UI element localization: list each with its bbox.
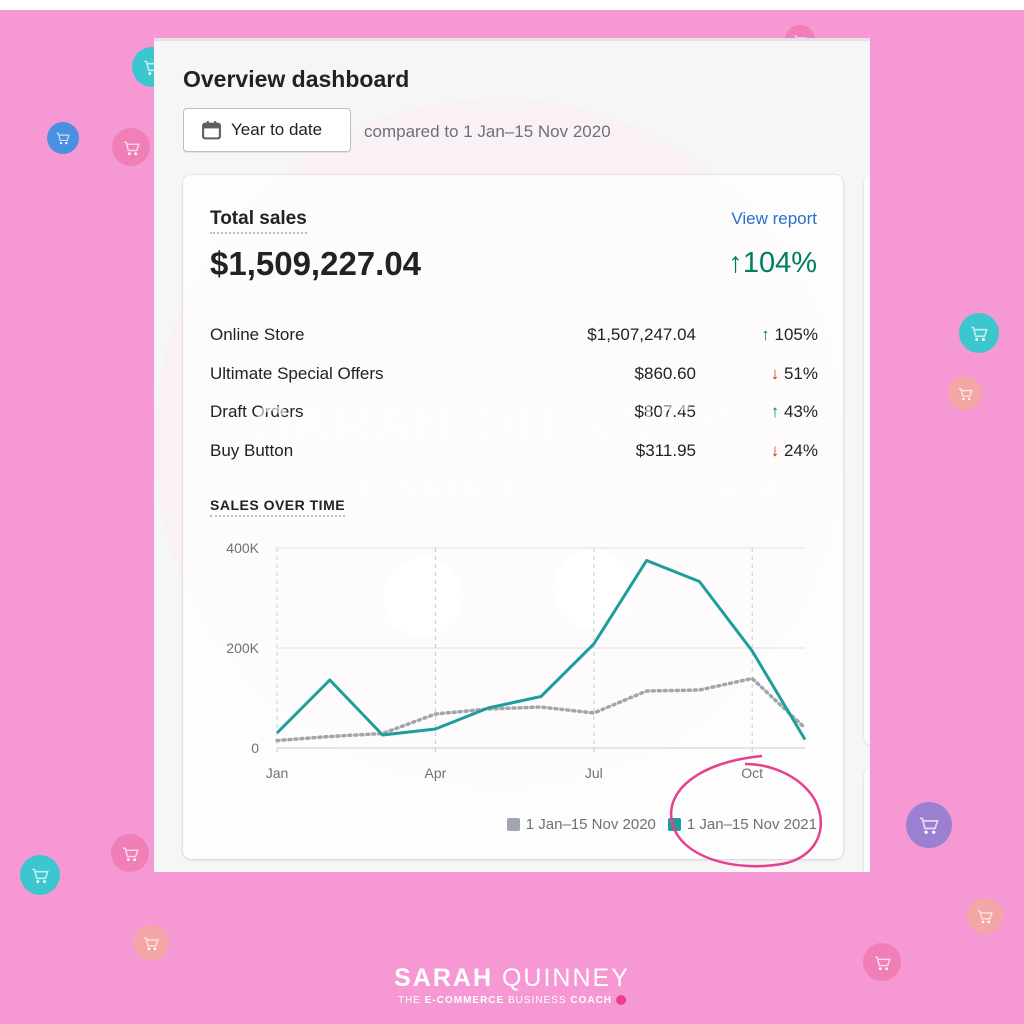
channel-amount: $1,507,247.04: [587, 325, 696, 344]
arrow-down-icon: ↓: [770, 441, 780, 460]
cart-bubble: [112, 128, 150, 166]
total-sales-amount: $1,509,227.04: [210, 245, 422, 282]
cart-bubble: [863, 943, 901, 981]
shopping-cart-icon: [32, 868, 49, 884]
page-title: Overview dashboard: [183, 66, 410, 92]
y-tick-label: 200K: [226, 640, 259, 656]
total-sales-title[interactable]: Total sales: [210, 208, 307, 234]
shopping-cart-icon: [123, 141, 140, 155]
channel-amount: $860.60: [634, 364, 696, 383]
legend-item-2021[interactable]: 1 Jan–15 Nov 2021: [667, 816, 817, 833]
top-band: [0, 0, 1024, 10]
arrow-up-icon: ↑: [761, 325, 770, 344]
view-report-link[interactable]: View report: [731, 209, 817, 228]
cart-bubble: [967, 898, 1003, 934]
side-card: [864, 768, 870, 872]
cart-bubble: [133, 925, 169, 961]
shopping-cart-icon: [920, 817, 940, 835]
legend-label: 1 Jan–15 Nov 2020: [525, 816, 656, 833]
series-line-0: [275, 676, 807, 743]
shopping-cart-icon: [958, 387, 973, 400]
calendar-icon: [202, 120, 221, 139]
x-tick-label: Apr: [425, 765, 447, 781]
top-divider: [154, 38, 870, 41]
brand-logo: SARAH QUINNEY THE E-COMMERCE BUSINESS CO…: [0, 964, 1024, 1006]
y-tick-label: 400K: [226, 540, 259, 556]
x-tick-label: Jul: [585, 765, 603, 781]
cart-bubble: [47, 122, 79, 154]
legend-label: 1 Jan–15 Nov 2021: [686, 816, 817, 833]
cart-bubble: [948, 376, 982, 410]
channel-row: Online Store $1,507,247.04 ↑ 105%: [210, 325, 818, 349]
channel-change: 105%: [774, 325, 818, 344]
shopping-cart-icon: [971, 326, 988, 342]
side-card: [864, 175, 870, 745]
brand-name: SARAH QUINNEY: [394, 964, 630, 992]
x-tick-label: Jan: [266, 765, 289, 781]
channel-row: Draft Orders $807.45 ↑ 43%: [210, 402, 818, 426]
heart-icon: [616, 995, 627, 1006]
channel-name: Draft Orders: [210, 402, 304, 421]
channel-change: 24%: [783, 441, 818, 460]
arrow-up-icon: ↑: [770, 402, 780, 421]
date-range-label: Year to date: [231, 120, 323, 139]
channel-change: 43%: [783, 402, 818, 421]
channel-change: 51%: [783, 364, 818, 383]
chart-legend: 1 Jan–15 Nov 2020 1 Jan–15 Nov 2021: [495, 816, 817, 833]
legend-item-2020[interactable]: 1 Jan–15 Nov 2020: [506, 816, 656, 833]
cart-bubble: [111, 834, 149, 872]
channel-name: Online Store: [210, 325, 305, 344]
total-sales-card: Total sales View report $1,509,227.04 ↑1…: [183, 175, 843, 859]
channel-amount: $311.95: [635, 441, 696, 460]
channel-amount: $807.45: [634, 402, 696, 421]
total-change-pct: 104%: [742, 247, 817, 279]
total-sales-change: ↑104%: [728, 247, 817, 280]
sales-over-time-title[interactable]: SALES OVER TIME: [210, 497, 346, 517]
shopping-cart-icon: [874, 956, 891, 970]
shopping-cart-icon: [56, 132, 71, 145]
x-tick-label: Oct: [741, 765, 763, 781]
shopping-cart-icon: [978, 910, 993, 924]
dashboard-screenshot: Overview dashboard Year to date compared…: [154, 38, 870, 872]
brand-tagline: THE E-COMMERCE BUSINESS COACH: [0, 995, 1024, 1006]
channel-row: Ultimate Special Offers $860.60 ↓ 51%: [210, 364, 818, 388]
date-range-button[interactable]: Year to date: [183, 108, 351, 152]
sales-over-time-chart: 0 200K 400K Jan Apr Jul Oct: [226, 540, 807, 781]
arrow-up-icon: ↑: [728, 247, 743, 279]
legend-swatch: [667, 818, 681, 831]
arrow-down-icon: ↓: [770, 364, 780, 383]
legend-swatch: [506, 818, 520, 831]
channel-name: Ultimate Special Offers: [210, 364, 384, 383]
compare-text: compared to 1 Jan–15 Nov 2020: [364, 122, 611, 141]
shopping-cart-icon: [144, 937, 159, 951]
shopping-cart-icon: [122, 847, 139, 861]
cart-bubble: [959, 313, 999, 353]
channel-name: Buy Button: [210, 441, 294, 460]
cart-bubble: [20, 855, 60, 895]
series-line-1: [275, 559, 807, 741]
y-tick-label: 0: [251, 740, 259, 756]
channel-row: Buy Button $311.95 ↓ 24%: [210, 441, 818, 465]
cart-bubble: [906, 802, 952, 848]
